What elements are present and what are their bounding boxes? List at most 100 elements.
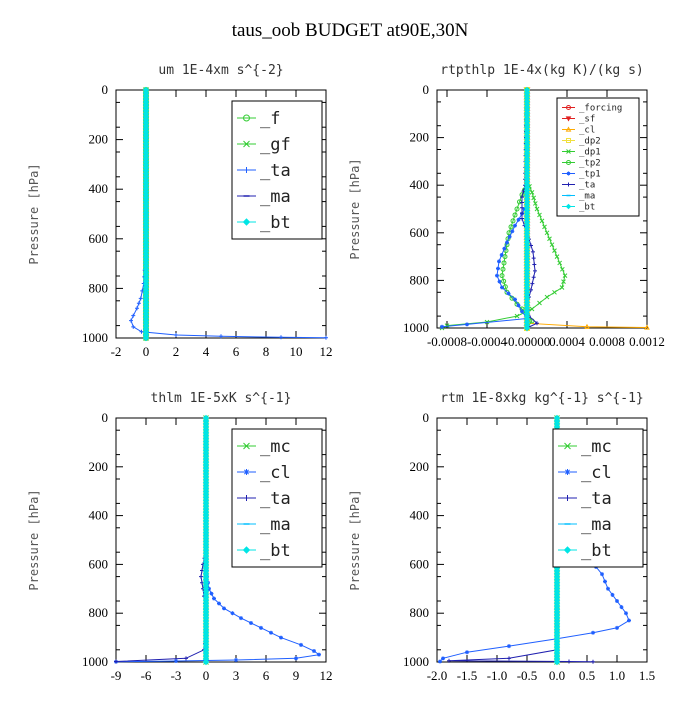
data-point (312, 649, 316, 654)
data-point (544, 230, 550, 236)
data-point (114, 659, 118, 664)
legend-marker (566, 105, 571, 110)
data-point (279, 335, 283, 340)
legend-marker (565, 126, 572, 132)
legend-label: _mc (260, 437, 291, 457)
data-point (557, 260, 563, 266)
data-point (584, 323, 590, 329)
series-tp1 (440, 88, 529, 329)
x-tick-label: 6 (233, 344, 240, 359)
y-tick-label: 1000 (403, 654, 429, 669)
x-tick-label: 12 (320, 344, 333, 359)
y-tick-label: 0 (102, 410, 109, 425)
data-point (520, 309, 524, 314)
y-tick-label: 600 (410, 556, 430, 571)
legend: _mc _cl _ta _ma _bt (552, 428, 644, 568)
data-point (209, 591, 214, 596)
x-tick-label: 0.0012 (629, 334, 665, 349)
data-point (465, 322, 469, 327)
x-tick-label: 9 (293, 668, 300, 683)
data-point (529, 189, 535, 195)
y-tick-label: 800 (410, 605, 430, 620)
data-point (520, 200, 524, 205)
y-tick-label: 800 (89, 605, 109, 620)
data-point (552, 289, 557, 295)
x-tick-label: 10 (290, 344, 303, 359)
data-point (624, 611, 628, 616)
legend-marker (563, 546, 572, 554)
x-tick-label: -2 (111, 344, 122, 359)
data-point (547, 236, 552, 242)
data-point (500, 266, 506, 272)
x-tick-label: 3 (233, 668, 240, 683)
legend-label: _cl (260, 463, 291, 483)
legend: _mc _cl _ta _ma _bt (231, 428, 323, 568)
data-point (520, 211, 524, 216)
x-tick-label: 1.0 (609, 668, 625, 683)
data-point (317, 652, 321, 657)
data-point (537, 300, 542, 306)
legend-label: _ma (579, 192, 595, 202)
y-tick-label: 400 (89, 181, 109, 196)
data-point (441, 656, 445, 661)
data-point (561, 279, 566, 284)
y-tick-label: 200 (89, 132, 109, 147)
data-point (539, 218, 545, 224)
data-point (249, 620, 253, 625)
data-point (510, 229, 515, 234)
x-tick-label: 1.5 (639, 668, 655, 683)
data-point (553, 658, 561, 666)
legend-marker (243, 140, 250, 148)
x-tick-label: -9 (111, 668, 122, 683)
data-point (507, 234, 512, 239)
data-point (131, 324, 136, 329)
panel-title: thlm 1E-5xK s^{-1} (151, 391, 292, 406)
data-point (447, 658, 451, 663)
data-point (207, 586, 211, 591)
panel-title: um 1E-4xm s^{-2} (158, 63, 283, 78)
x-tick-label: 0.0 (549, 668, 565, 683)
legend-label: _mc (581, 437, 612, 457)
legend-marker (565, 116, 572, 122)
y-tick-label: 600 (410, 225, 430, 240)
data-point (495, 273, 499, 278)
data-point (444, 323, 450, 328)
data-point (212, 596, 216, 601)
x-tick-label: -3 (171, 668, 182, 683)
data-point (610, 592, 615, 597)
legend-label: _f (260, 109, 280, 129)
legend-label: _tp1 (579, 170, 601, 180)
data-point (510, 218, 516, 224)
data-point (230, 611, 235, 616)
y-tick-label: 0 (423, 82, 430, 97)
plot-frame (436, 89, 648, 329)
data-point (219, 334, 223, 339)
x-tick-label: -1.0 (487, 668, 508, 683)
data-point (552, 248, 557, 254)
data-point (202, 658, 210, 666)
data-point (591, 659, 595, 664)
data-point (174, 333, 178, 338)
legend-label: _ta (579, 181, 595, 191)
data-point (138, 296, 143, 301)
y-tick-label: 200 (89, 459, 109, 474)
plot-frame (436, 417, 648, 663)
data-point (512, 212, 518, 218)
data-point (507, 644, 511, 649)
data-point (502, 254, 508, 260)
legend-label: _dp1 (579, 148, 601, 158)
legend: _f _gf _ta _ma _bt (231, 100, 323, 240)
legend-label: _ta (581, 489, 612, 509)
data-point (531, 256, 536, 261)
legend-label: _ta (260, 161, 291, 181)
x-tick-label: -6 (141, 668, 152, 683)
y-tick-label: 200 (410, 459, 430, 474)
legend-marker (565, 203, 572, 210)
y-tick-label: 600 (89, 231, 109, 246)
x-tick-label: 8 (263, 344, 270, 359)
data-point (324, 335, 328, 340)
legend-label: _sf (579, 115, 595, 125)
data-point (514, 313, 520, 319)
series-line (441, 90, 566, 329)
data-point (269, 630, 273, 635)
